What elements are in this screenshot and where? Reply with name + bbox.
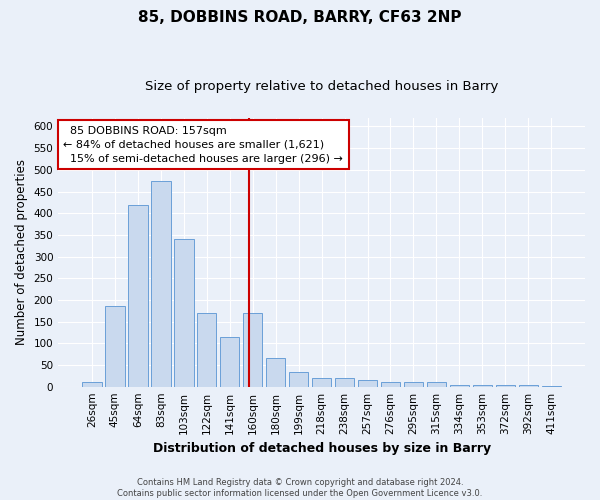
- Bar: [243, 313, 262, 386]
- Bar: [473, 384, 492, 386]
- Text: Contains HM Land Registry data © Crown copyright and database right 2024.
Contai: Contains HM Land Registry data © Crown c…: [118, 478, 482, 498]
- Y-axis label: Number of detached properties: Number of detached properties: [15, 159, 28, 345]
- Bar: [105, 306, 125, 386]
- Bar: [449, 384, 469, 386]
- Bar: [128, 204, 148, 386]
- Bar: [496, 384, 515, 386]
- Bar: [518, 384, 538, 386]
- Title: Size of property relative to detached houses in Barry: Size of property relative to detached ho…: [145, 80, 498, 93]
- X-axis label: Distribution of detached houses by size in Barry: Distribution of detached houses by size …: [152, 442, 491, 455]
- Bar: [335, 378, 355, 386]
- Bar: [312, 378, 331, 386]
- Bar: [220, 337, 239, 386]
- Bar: [358, 380, 377, 386]
- Text: 85 DOBBINS ROAD: 157sqm  
← 84% of detached houses are smaller (1,621)
  15% of : 85 DOBBINS ROAD: 157sqm ← 84% of detache…: [64, 126, 343, 164]
- Bar: [151, 180, 170, 386]
- Text: 85, DOBBINS ROAD, BARRY, CF63 2NP: 85, DOBBINS ROAD, BARRY, CF63 2NP: [138, 10, 462, 25]
- Bar: [82, 382, 101, 386]
- Bar: [404, 382, 423, 386]
- Bar: [381, 382, 400, 386]
- Bar: [174, 239, 194, 386]
- Bar: [197, 313, 217, 386]
- Bar: [266, 358, 286, 386]
- Bar: [289, 372, 308, 386]
- Bar: [427, 382, 446, 386]
